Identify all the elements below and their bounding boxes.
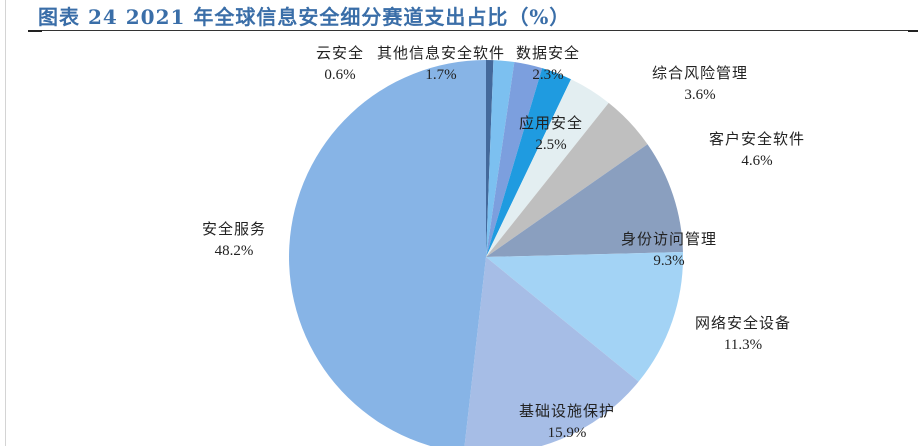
data-label-value: 2.5% [535,137,567,153]
data-label-value: 48.2% [214,243,254,259]
data-label: 应用安全 2.5% [519,112,583,156]
pie-slice-4 [486,68,571,257]
data-label-category: 基础设施保护 [518,402,616,420]
data-label: 数据安全 2.3% [516,42,580,86]
pie-slice-1 [486,60,494,257]
pie-slice-3 [486,62,543,257]
data-label: 身份访问管理 9.3% [621,228,717,272]
data-label-value: 1.7% [425,67,457,83]
pie-slice-7 [486,144,683,257]
data-label-value: 2.3% [532,67,564,83]
data-label: 云安全 0.6% [316,42,364,86]
data-label-value: 0.6% [324,67,356,83]
data-label-value: 9.3% [653,253,685,269]
data-label: 其他信息安全软件 1.7% [377,42,505,86]
data-label-value: 15.9% [547,425,587,441]
pie-slice-5 [486,79,609,257]
pie-slice-2 [486,60,515,257]
data-label-value: 3.6% [684,87,716,103]
data-label: 综合风险管理 3.6% [652,62,748,106]
data-label-category: 云安全 [315,44,365,62]
pie-slices [289,60,684,446]
title-underline [28,30,918,31]
data-label-category: 安全服务 [201,220,267,238]
data-label-category: 客户安全软件 [708,130,806,148]
data-label: 安全服务 48.2% [202,218,266,262]
data-label-category: 应用安全 [518,114,584,132]
pie-slice-10 [289,60,486,446]
data-label: 客户安全软件 4.6% [709,128,805,172]
pie-slice-8 [486,252,684,382]
page-left-border [5,0,6,446]
data-label: 网络安全设备 11.3% [695,312,791,356]
pie-slice-9 [464,257,639,446]
data-label-category: 综合风险管理 [651,64,749,82]
pie-slice-6 [486,102,648,258]
title-underline-accent-left [28,30,42,32]
data-label-value: 4.6% [741,153,773,169]
chart-title: 图表 24 2021 年全球信息安全细分赛道支出占比（%） [38,5,571,29]
data-label-category: 身份访问管理 [620,230,718,248]
data-label-category: 网络安全设备 [694,314,792,332]
data-label: 基础设施保护 15.9% [519,400,615,444]
title-underline-accent-right [908,30,918,32]
data-label-value: 11.3% [723,337,763,353]
data-label-category: 数据安全 [515,44,581,62]
data-label-category: 其他信息安全软件 [376,44,506,62]
